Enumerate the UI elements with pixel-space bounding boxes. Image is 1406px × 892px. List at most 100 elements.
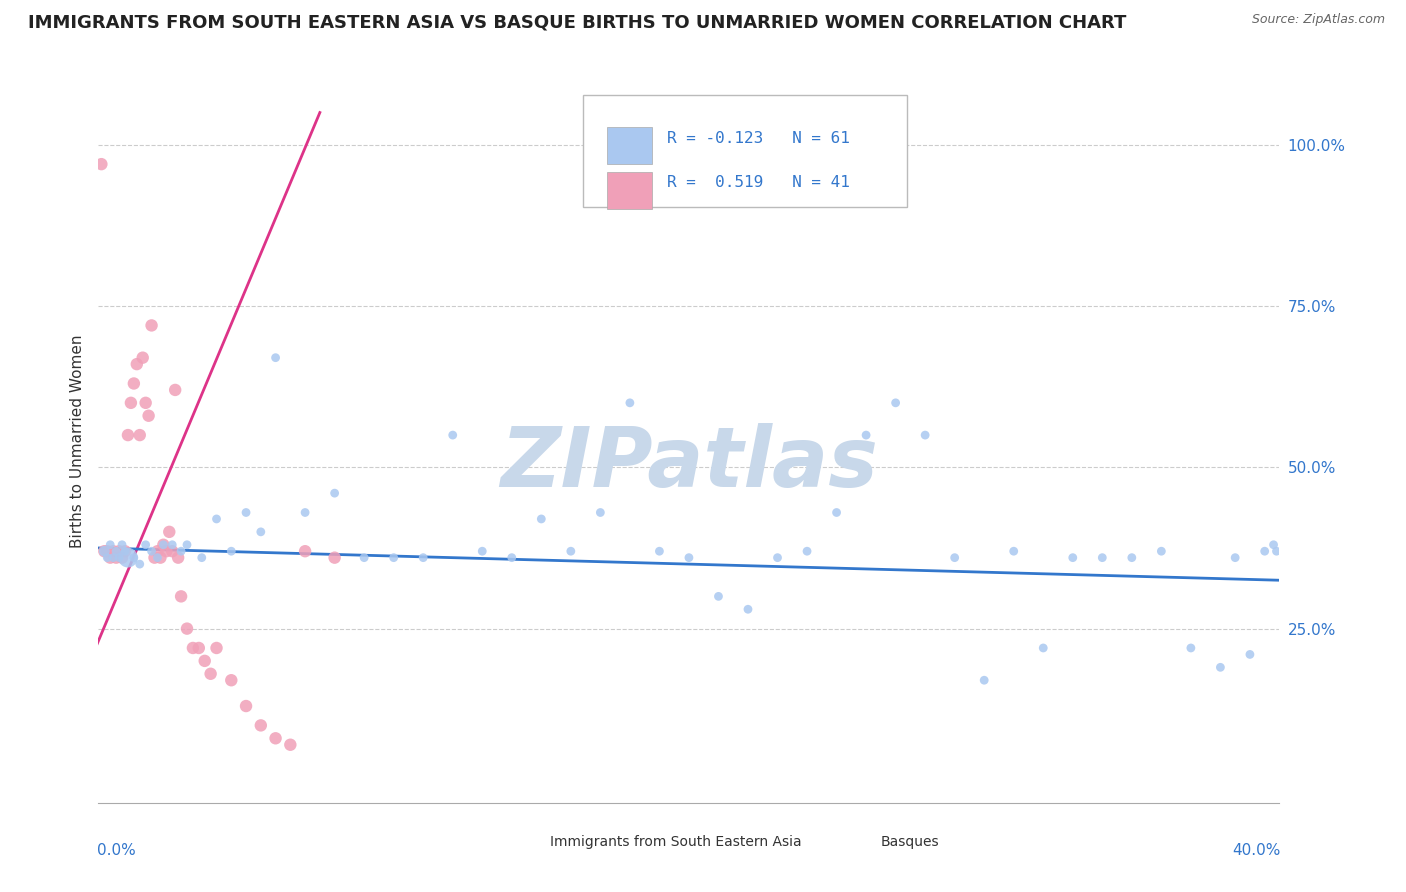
- Point: [155, 544, 177, 558]
- Point: [825, 506, 848, 520]
- Point: [501, 550, 523, 565]
- Point: [323, 550, 346, 565]
- Point: [103, 544, 125, 558]
- Point: [855, 428, 877, 442]
- Point: [117, 428, 139, 442]
- FancyBboxPatch shape: [582, 95, 907, 207]
- Text: R =  0.519   N = 41: R = 0.519 N = 41: [666, 175, 849, 190]
- Point: [170, 590, 193, 604]
- Point: [235, 506, 257, 520]
- Text: Basques: Basques: [880, 835, 939, 849]
- Point: [146, 544, 169, 558]
- Point: [108, 550, 131, 565]
- Point: [530, 512, 553, 526]
- Point: [114, 544, 136, 558]
- Point: [135, 538, 157, 552]
- Point: [143, 550, 166, 565]
- Point: [1239, 648, 1261, 662]
- Point: [128, 557, 150, 571]
- Point: [560, 544, 582, 558]
- Point: [194, 654, 217, 668]
- Point: [152, 538, 174, 552]
- Point: [108, 544, 131, 558]
- Point: [111, 538, 134, 552]
- Point: [678, 550, 700, 565]
- Point: [132, 351, 155, 365]
- Point: [1265, 544, 1288, 558]
- Point: [125, 357, 148, 371]
- Point: [737, 602, 759, 616]
- Point: [200, 666, 222, 681]
- Point: [1062, 550, 1084, 565]
- Point: [165, 383, 187, 397]
- FancyBboxPatch shape: [607, 127, 652, 164]
- Point: [98, 538, 121, 552]
- Point: [1263, 538, 1285, 552]
- Point: [122, 550, 145, 565]
- Point: [90, 157, 112, 171]
- Point: [264, 731, 287, 746]
- Point: [162, 544, 183, 558]
- Point: [176, 538, 198, 552]
- Point: [152, 538, 174, 552]
- Point: [96, 544, 118, 558]
- Point: [235, 699, 257, 714]
- Point: [943, 550, 966, 565]
- Point: [181, 640, 204, 655]
- Point: [973, 673, 995, 688]
- Point: [1209, 660, 1232, 674]
- Text: ZIPatlas: ZIPatlas: [501, 423, 877, 504]
- Point: [1032, 640, 1054, 655]
- Point: [114, 544, 136, 558]
- Point: [105, 544, 128, 558]
- Text: 0.0%: 0.0%: [97, 843, 136, 857]
- FancyBboxPatch shape: [512, 834, 537, 850]
- Y-axis label: Births to Unmarried Women: Births to Unmarried Women: [69, 334, 84, 549]
- Point: [884, 396, 907, 410]
- Point: [1121, 550, 1143, 565]
- Point: [170, 544, 193, 558]
- Point: [135, 396, 157, 410]
- Point: [162, 538, 183, 552]
- Point: [1002, 544, 1025, 558]
- Point: [93, 544, 115, 558]
- Text: 40.0%: 40.0%: [1232, 843, 1281, 857]
- Point: [441, 428, 464, 442]
- Point: [280, 738, 302, 752]
- Point: [96, 550, 118, 565]
- Point: [157, 524, 180, 539]
- Point: [294, 544, 316, 558]
- Point: [120, 396, 142, 410]
- Point: [221, 673, 243, 688]
- Point: [187, 640, 209, 655]
- Point: [191, 550, 214, 565]
- Point: [382, 550, 405, 565]
- Point: [648, 544, 671, 558]
- Point: [146, 550, 169, 565]
- Point: [111, 550, 134, 565]
- Point: [1150, 544, 1173, 558]
- Point: [141, 318, 163, 333]
- FancyBboxPatch shape: [607, 172, 652, 210]
- Text: Immigrants from South Eastern Asia: Immigrants from South Eastern Asia: [550, 835, 801, 849]
- Point: [250, 524, 273, 539]
- Point: [412, 550, 434, 565]
- Point: [138, 409, 160, 423]
- Point: [1180, 640, 1202, 655]
- Point: [589, 506, 612, 520]
- Point: [221, 544, 243, 558]
- Point: [766, 550, 789, 565]
- Text: IMMIGRANTS FROM SOUTH EASTERN ASIA VS BASQUE BIRTHS TO UNMARRIED WOMEN CORRELATI: IMMIGRANTS FROM SOUTH EASTERN ASIA VS BA…: [28, 13, 1126, 31]
- Point: [264, 351, 287, 365]
- Point: [294, 506, 316, 520]
- Text: Source: ZipAtlas.com: Source: ZipAtlas.com: [1251, 13, 1385, 27]
- Point: [205, 512, 228, 526]
- Point: [323, 486, 346, 500]
- Point: [707, 590, 730, 604]
- Point: [1091, 550, 1114, 565]
- Point: [103, 550, 125, 565]
- Point: [98, 550, 121, 565]
- Point: [176, 622, 198, 636]
- Point: [122, 376, 145, 391]
- Point: [353, 550, 375, 565]
